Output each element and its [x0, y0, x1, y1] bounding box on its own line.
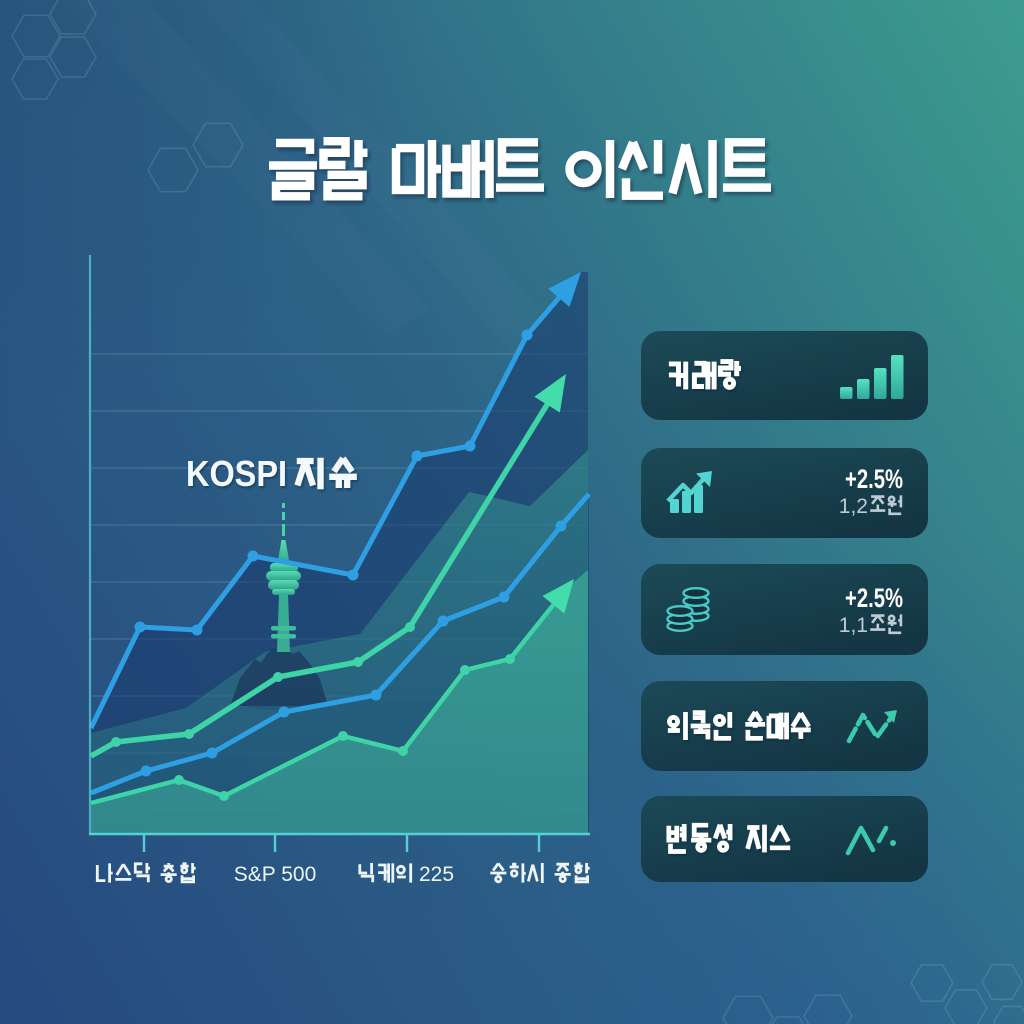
- svg-text:+2.5%: +2.5%: [845, 464, 903, 494]
- svg-text:1,2: 1,2: [839, 495, 868, 518]
- svg-text:+2.5%: +2.5%: [845, 583, 903, 613]
- svg-text:225: 225: [419, 863, 454, 886]
- svg-text:KOSPI: KOSPI: [186, 453, 287, 494]
- svg-text:S&P 500: S&P 500: [234, 863, 317, 886]
- svg-text:1,1: 1,1: [839, 614, 868, 637]
